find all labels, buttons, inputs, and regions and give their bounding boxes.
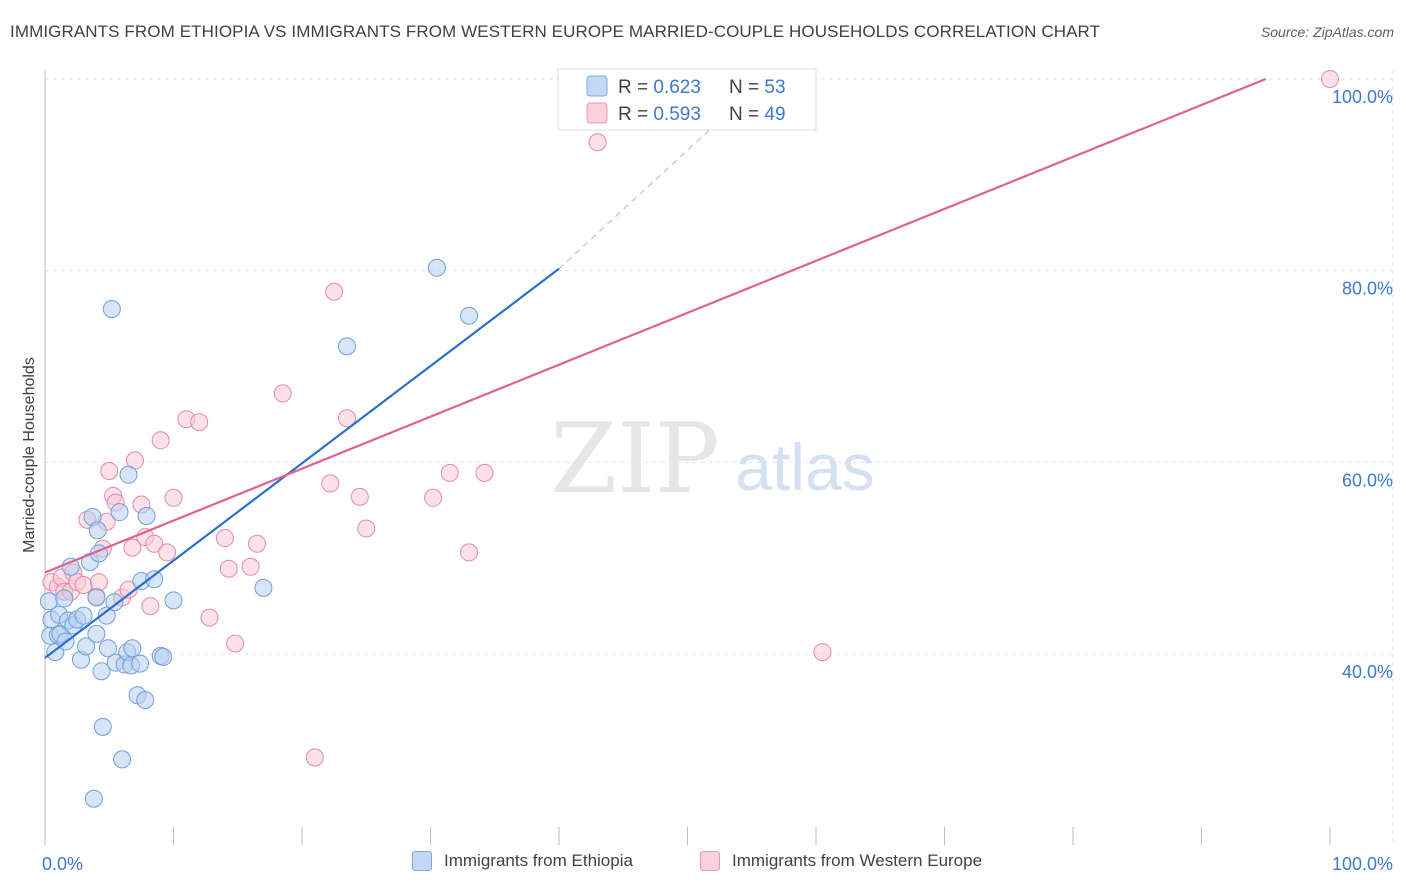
source-label: Source: ZipAtlas.com (1260, 24, 1394, 40)
point-ethiopia-36[interactable] (123, 639, 142, 658)
point-western-europe-34[interactable] (248, 534, 267, 553)
point-ethiopia-34[interactable] (119, 465, 138, 484)
r-label: R = (618, 104, 653, 125)
watermark-zip: ZIP (550, 403, 719, 515)
point-ethiopia-15[interactable] (77, 637, 96, 656)
point-western-europe-23[interactable] (145, 534, 164, 553)
y-tick-label-40: 40.0% (1342, 662, 1393, 682)
trendline-western-europe (44, 77, 1267, 574)
y-tick-label-60: 60.0% (1342, 470, 1393, 490)
point-western-europe-36[interactable] (305, 748, 324, 767)
point-ethiopia-31[interactable] (113, 750, 132, 769)
point-western-europe-47[interactable] (813, 643, 832, 662)
point-ethiopia-23[interactable] (92, 662, 111, 681)
point-ethiopia-30[interactable] (110, 503, 129, 522)
point-western-europe-13[interactable] (100, 461, 119, 480)
x-tick-label-100: 100.0% (1332, 854, 1393, 874)
trendline-ethiopia (44, 267, 560, 659)
point-ethiopia-26[interactable] (98, 639, 117, 658)
point-western-europe-37[interactable] (321, 474, 340, 493)
point-ethiopia-46[interactable] (254, 578, 273, 597)
bottom-legend: Immigrants from Ethiopia Immigrants from… (0, 851, 1406, 879)
legend-item-western-europe[interactable]: Immigrants from Western Europe (700, 851, 982, 871)
point-western-europe-22[interactable] (141, 597, 160, 616)
point-western-europe-29[interactable] (200, 608, 219, 627)
r-label: R = (618, 77, 653, 98)
point-ethiopia-20[interactable] (87, 624, 106, 643)
x-tick-label-0: 0.0% (42, 854, 83, 874)
point-western-europe-40[interactable] (350, 487, 369, 506)
point-western-europe-46[interactable] (588, 133, 607, 152)
point-ethiopia-47[interactable] (337, 337, 356, 356)
point-ethiopia-45[interactable] (164, 591, 183, 610)
n-value: 49 (764, 104, 785, 125)
y-tick-label-80: 80.0% (1342, 279, 1393, 299)
point-ethiopia-14[interactable] (74, 606, 93, 625)
legend-label-western-europe: Immigrants from Western Europe (732, 851, 983, 870)
point-western-europe-28[interactable] (190, 413, 209, 432)
point-western-europe-25[interactable] (158, 543, 177, 562)
n-value: 53 (764, 77, 785, 98)
point-western-europe-38[interactable] (325, 282, 344, 301)
point-western-europe-18[interactable] (123, 538, 142, 557)
watermark-atlas: atlas (735, 430, 874, 504)
point-ethiopia-44[interactable] (154, 647, 173, 666)
stats-row-western-europe: R = 0.593 N = 49 (618, 104, 786, 125)
point-ethiopia-42[interactable] (145, 570, 164, 589)
point-western-europe-26[interactable] (164, 488, 183, 507)
point-western-europe-32[interactable] (226, 634, 245, 653)
chart-title: IMMIGRANTS FROM ETHIOPIA VS IMMIGRANTS F… (10, 22, 1101, 41)
legend-item-ethiopia[interactable]: Immigrants from Ethiopia (412, 851, 633, 871)
point-ethiopia-27[interactable] (102, 300, 121, 318)
y-tick-label-100: 100.0% (1332, 87, 1393, 107)
point-ethiopia-7[interactable] (55, 589, 74, 608)
legend-swatch-western-europe (700, 851, 720, 871)
r-value: 0.623 (653, 77, 701, 98)
point-western-europe-41[interactable] (357, 519, 376, 538)
point-ethiopia-40[interactable] (136, 691, 155, 709)
stats-swatch-ethiopia (586, 75, 608, 97)
point-western-europe-43[interactable] (440, 463, 459, 482)
stats-row-ethiopia: R = 0.623 N = 53 (618, 77, 786, 98)
r-value: 0.593 (653, 104, 701, 125)
n-label: N = (729, 104, 764, 125)
legend-swatch-ethiopia (412, 851, 432, 871)
point-western-europe-24[interactable] (151, 431, 170, 450)
point-ethiopia-48[interactable] (427, 258, 446, 277)
point-western-europe-44[interactable] (460, 543, 479, 562)
point-western-europe-45[interactable] (475, 463, 494, 482)
point-western-europe-30[interactable] (215, 529, 234, 548)
point-western-europe-33[interactable] (241, 557, 260, 576)
point-ethiopia-25[interactable] (97, 606, 116, 625)
point-ethiopia-10[interactable] (61, 557, 80, 576)
n-label: N = (729, 77, 764, 98)
point-ethiopia-21[interactable] (88, 521, 107, 540)
point-ethiopia-49[interactable] (460, 306, 479, 325)
point-western-europe-48[interactable] (1321, 70, 1339, 88)
legend-label-ethiopia: Immigrants from Ethiopia (444, 851, 633, 870)
point-ethiopia-24[interactable] (93, 717, 112, 736)
point-western-europe-39[interactable] (337, 409, 356, 428)
point-ethiopia-28[interactable] (105, 593, 124, 612)
point-western-europe-35[interactable] (273, 384, 292, 403)
point-western-europe-17[interactable] (119, 580, 138, 599)
point-western-europe-10[interactable] (89, 573, 108, 592)
point-ethiopia-38[interactable] (131, 654, 150, 673)
stats-swatch-western-europe (586, 102, 608, 124)
point-ethiopia-19[interactable] (87, 588, 106, 607)
point-western-europe-31[interactable] (219, 559, 238, 578)
point-ethiopia-41[interactable] (137, 507, 156, 525)
point-western-europe-42[interactable] (424, 488, 443, 507)
point-ethiopia-18[interactable] (84, 789, 103, 808)
